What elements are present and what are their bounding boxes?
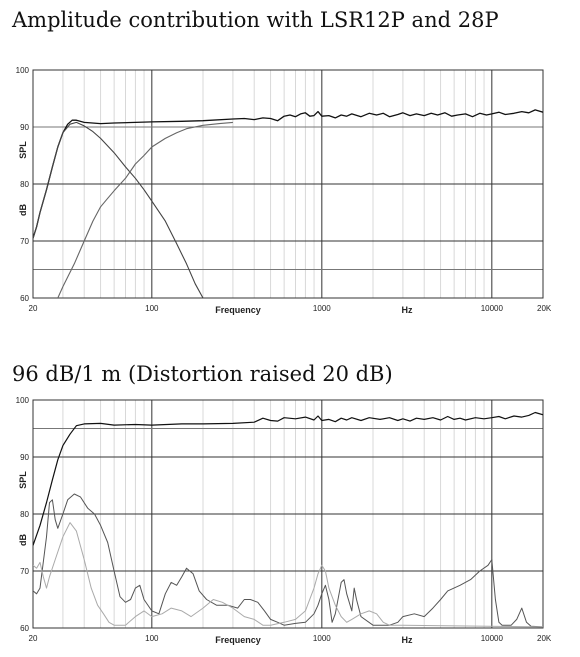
spl-chart-distortion: 60 70 80 90 100 20 100 1000 10000 20K Frequency Hz d… — [16, 396, 552, 645]
3rd-harmonic-curve — [33, 522, 543, 628]
chart-title: 96 dB/1 m (Distortion raised 20 dB) — [12, 362, 393, 386]
x-axis-label: Frequency — [215, 635, 261, 645]
x-tick-label: 20K — [537, 634, 552, 643]
chart-title: Amplitude contribution with LSR12P and 2… — [12, 8, 499, 32]
x-axis-unit: Hz — [402, 305, 413, 315]
y-axis-label: SPL — [18, 141, 28, 159]
plot-frame — [32, 69, 544, 299]
x-tick-label: 10000 — [481, 634, 504, 643]
y-tick-label: 90 — [20, 123, 29, 132]
combined-curve — [33, 109, 543, 239]
y-tick-label: 80 — [20, 180, 29, 189]
woofer-curve — [33, 121, 204, 298]
x-tick-label: 100 — [145, 634, 159, 643]
y-tick-label: 100 — [16, 66, 30, 75]
x-tick-label: 20 — [29, 634, 38, 643]
y-tick-label: 60 — [20, 624, 29, 633]
x-tick-label: 20K — [537, 304, 552, 313]
x-tick-label: 1000 — [313, 304, 331, 313]
y-axis-label: dB — [18, 534, 28, 546]
y-tick-label: 70 — [20, 237, 29, 246]
x-tick-label: 10000 — [481, 304, 504, 313]
grid — [33, 70, 543, 298]
y-tick-label: 60 — [20, 294, 29, 303]
x-tick-label: 1000 — [313, 634, 331, 643]
tweeter-curve — [57, 121, 233, 298]
2nd-harmonic-curve — [33, 493, 543, 628]
y-axis-label: SPL — [18, 471, 28, 489]
curves — [33, 109, 543, 298]
plot-frame — [32, 399, 544, 629]
y-tick-label: 70 — [20, 567, 29, 576]
y-tick-label: 90 — [20, 453, 29, 462]
fundamental-curve — [33, 411, 543, 546]
grid — [33, 400, 543, 628]
x-axis-label: Frequency — [215, 305, 261, 315]
x-tick-label: 20 — [29, 304, 38, 313]
y-tick-label: 100 — [16, 396, 30, 405]
x-axis-unit: Hz — [402, 635, 413, 645]
spl-chart-amplitude: 60 70 80 90 100 20 100 1000 10000 20K Frequency Hz d… — [16, 66, 552, 315]
x-tick-label: 100 — [145, 304, 159, 313]
y-axis-label: dB — [18, 204, 28, 216]
curves — [33, 411, 543, 628]
y-tick-label: 80 — [20, 510, 29, 519]
